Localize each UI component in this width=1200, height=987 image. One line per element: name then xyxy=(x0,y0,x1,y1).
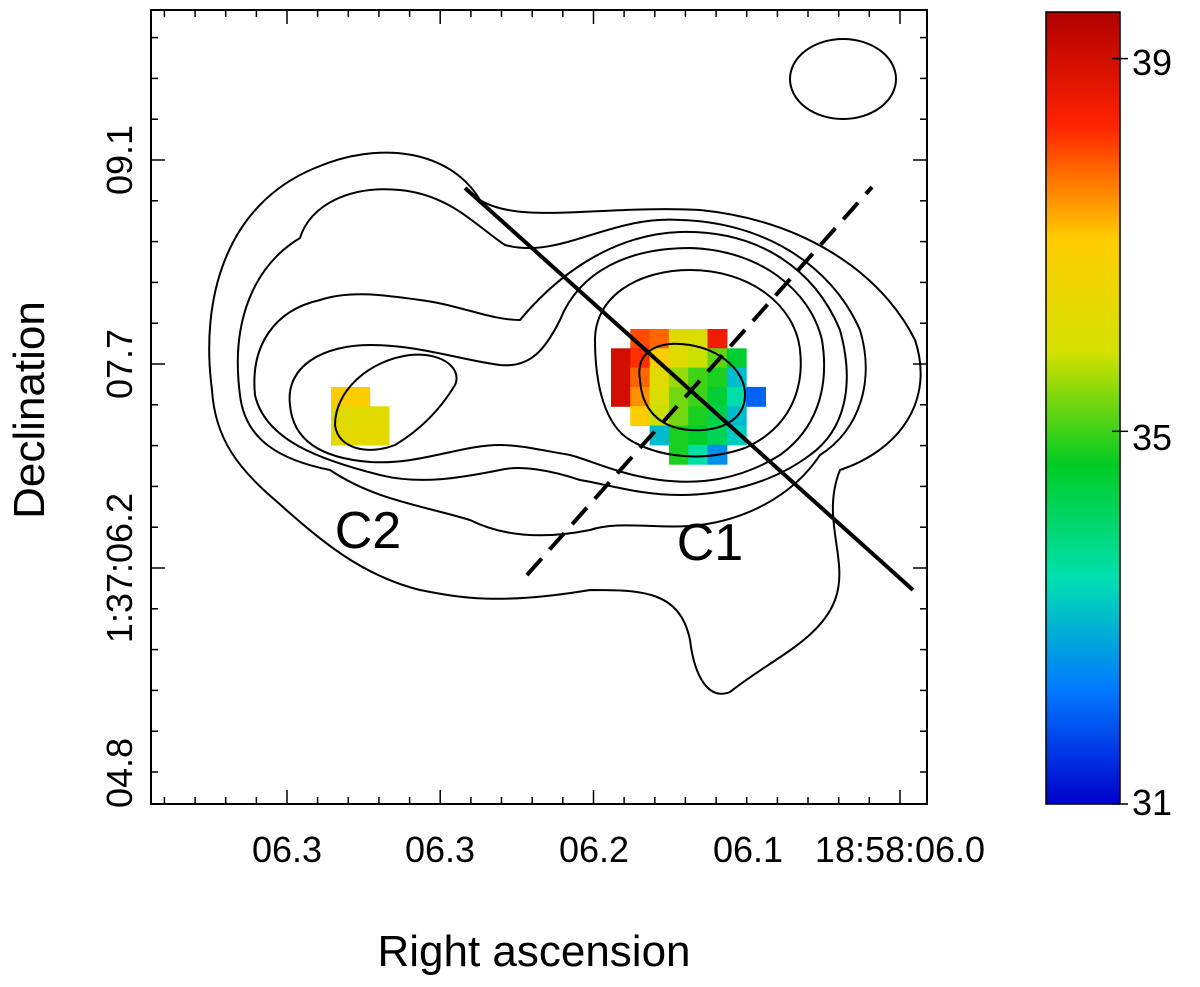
x-axis-title: Right ascension xyxy=(377,927,690,976)
heatmap-pixel xyxy=(350,425,371,446)
heatmap-pixel xyxy=(726,386,747,407)
heatmap-pixel xyxy=(630,329,651,349)
heatmap-pixel xyxy=(369,406,390,427)
heatmap-pixel xyxy=(350,387,371,407)
heatmap-pixel xyxy=(649,386,670,407)
y-tick-label: 04.8 xyxy=(99,738,140,808)
contour-level-1 xyxy=(208,151,922,695)
heatmap-pixel xyxy=(726,348,747,369)
axis-ticks xyxy=(151,10,927,804)
heatmap-pixel xyxy=(611,367,631,388)
label-c2: C2 xyxy=(335,502,401,560)
heatmap-pixel xyxy=(707,425,728,446)
x-tick-label: 06.3 xyxy=(405,829,475,870)
plot-frame xyxy=(150,9,928,805)
heatmap-pixel xyxy=(611,348,631,369)
heatmap-pixel xyxy=(668,348,689,369)
heatmap-pixel xyxy=(688,367,709,388)
heatmap-pixel xyxy=(726,425,747,446)
heatmap-pixel xyxy=(630,406,651,427)
heatmap-pixel xyxy=(707,329,728,349)
colorbar-ticks xyxy=(1112,57,1128,805)
heatmap-pixel xyxy=(331,425,351,446)
heatmap-pixel xyxy=(630,386,651,407)
contour-level-4 xyxy=(288,246,826,483)
heatmap-pixels xyxy=(331,329,766,465)
heatmap-pixel xyxy=(688,425,709,446)
contour-level-5 xyxy=(593,268,802,458)
heatmap-pixel xyxy=(611,386,631,407)
heatmap-pixel xyxy=(649,425,670,446)
y-tick-label: 07.7 xyxy=(99,329,140,399)
label-c1: C1 xyxy=(677,514,743,572)
heatmap-pixel xyxy=(668,329,689,349)
heatmap-pixel xyxy=(746,386,766,407)
contour-level-3 xyxy=(253,230,848,497)
heatmap-pixel xyxy=(649,367,670,388)
x-tick-label: 06.1 xyxy=(713,829,783,870)
heatmap-pixel xyxy=(726,367,747,388)
contour-level-2 xyxy=(236,188,867,537)
y-tick-label: 09.1 xyxy=(99,125,140,195)
colorbar-tick-label: 39 xyxy=(1132,42,1172,83)
heatmap-pixel xyxy=(688,444,709,465)
heatmap-pixel xyxy=(649,348,670,369)
contour-level-6 xyxy=(638,342,747,432)
colorbar-tick-label: 31 xyxy=(1132,782,1172,823)
colorbar xyxy=(1045,11,1121,805)
heatmap-pixel xyxy=(688,348,709,369)
beam-ellipse xyxy=(789,38,897,120)
x-tick-label: 06.3 xyxy=(252,829,322,870)
dashed-cut-line xyxy=(525,185,874,577)
y-tick-label: 1:37:06.2 xyxy=(99,493,140,643)
contour-c2-inner xyxy=(333,353,458,451)
colorbar-tick-label: 35 xyxy=(1132,417,1172,458)
heatmap-pixel xyxy=(668,386,689,407)
heatmap-pixel xyxy=(707,386,728,407)
x-tick-label: 18:58:06.0 xyxy=(815,829,985,870)
y-axis-title: Declination xyxy=(5,301,54,519)
heatmap-pixel xyxy=(630,348,651,369)
heatmap-pixel xyxy=(369,425,390,446)
heatmap-pixel xyxy=(668,425,689,446)
solid-cut-line xyxy=(463,186,915,592)
heatmap-pixel xyxy=(350,406,371,427)
heatmap-pixel xyxy=(688,329,709,349)
heatmap-pixel xyxy=(688,406,709,427)
contour-lines xyxy=(208,38,922,695)
x-tick-label: 06.2 xyxy=(559,829,629,870)
heatmap-pixel xyxy=(331,406,351,427)
heatmap-pixel xyxy=(707,367,728,388)
